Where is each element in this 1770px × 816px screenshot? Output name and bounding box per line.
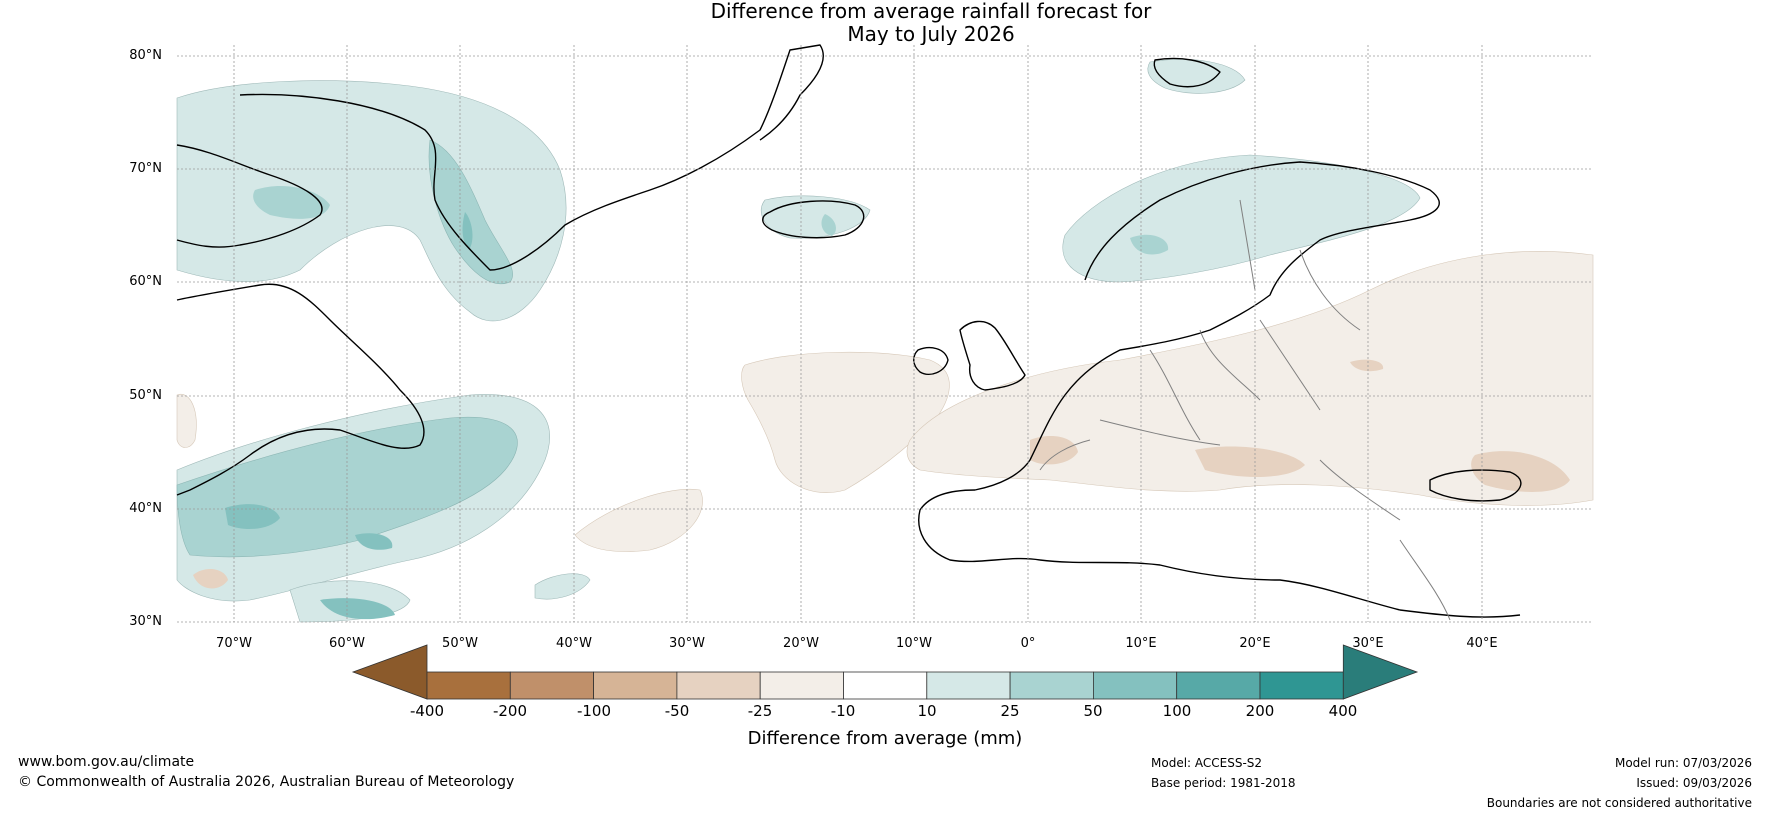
colorbar-tick: 400 [1328, 702, 1358, 720]
rainfall-anomaly-shading [176, 59, 1594, 623]
colorbar-label: Difference from average (mm) [747, 728, 1023, 749]
lon-label: 20°E [1239, 636, 1271, 651]
lon-label: 0° [1020, 636, 1036, 651]
lon-label: 50°W [442, 636, 478, 651]
colorbar-tick: 25 [1000, 702, 1020, 720]
dry-anomaly-small-west [193, 568, 228, 589]
wet-anomaly-greenland-peak [462, 212, 473, 248]
coastline-europe [918, 161, 1440, 563]
wet-anomaly-iceland [760, 195, 871, 239]
lon-label: 40°W [556, 636, 592, 651]
coastline-ireland [913, 347, 949, 376]
colorbar-tick: -200 [492, 702, 528, 720]
border-5 [1299, 249, 1361, 331]
border-3 [1259, 319, 1321, 411]
colorbar-tick: -100 [576, 702, 612, 720]
map-title: Difference from average rainfall forecas… [0, 0, 1770, 46]
coastlines [176, 44, 1522, 618]
colorbar-segment [593, 671, 678, 700]
colorbar-tick: 50 [1083, 702, 1103, 720]
base-period-text: Base period: 1981-2018 [1151, 776, 1296, 790]
wet-anomaly-norway-core [1130, 234, 1169, 255]
lat-label: 80°N [129, 48, 162, 63]
colorbar-extend-high [1342, 644, 1419, 700]
colorbar-segment [426, 671, 511, 700]
border-1 [1149, 349, 1201, 441]
colorbar [351, 644, 1419, 700]
colorbar-segment [1009, 671, 1094, 700]
coastline-black-sea [1429, 469, 1522, 502]
lon-label: 30°W [669, 636, 705, 651]
country-borders [1039, 199, 1451, 621]
dry-anomaly-central-atlantic [574, 488, 703, 552]
lat-label: 70°N [129, 161, 162, 176]
dry-anomaly-balkans [1195, 446, 1305, 477]
dry-anomaly-iberia [1030, 436, 1078, 465]
border-8 [1319, 459, 1401, 521]
dry-anomaly-caucasus [1471, 451, 1570, 492]
lon-label: 20°W [783, 636, 819, 651]
lon-label: 40°E [1466, 636, 1498, 651]
colorbar-tick: -25 [747, 702, 773, 720]
lat-label: 30°N [129, 614, 162, 629]
border-7 [1039, 439, 1091, 471]
model-text: Model: ACCESS-S2 [1151, 756, 1263, 770]
lon-label: 30°E [1352, 636, 1384, 651]
dry-anomaly-russia [1350, 359, 1384, 372]
title-line-2: May to July 2026 [847, 22, 1015, 46]
border-9 [1399, 539, 1451, 621]
colorbar-segment [843, 671, 928, 700]
colorbar-segment [676, 671, 761, 700]
lat-label: 50°N [129, 388, 162, 403]
colorbar-segment [1093, 671, 1178, 700]
title-line-1: Difference from average rainfall forecas… [710, 0, 1152, 23]
border-6 [1239, 199, 1256, 291]
coastline-greenland [239, 44, 824, 271]
border-4 [1099, 419, 1221, 446]
website-link[interactable]: www.bom.gov.au/climate [18, 754, 195, 770]
colorbar-tick: 200 [1245, 702, 1275, 720]
disclaimer-text: Boundaries are not considered authoritat… [1486, 796, 1752, 810]
graticule [177, 45, 1593, 623]
colorbar-segment [926, 671, 1011, 700]
colorbar-segment [509, 671, 594, 700]
wet-anomaly-iceland-core [821, 214, 836, 236]
colorbar-tick: -400 [409, 702, 445, 720]
model-run-text: Model run: 07/03/2026 [1614, 756, 1752, 770]
coastline-svalbard [1153, 57, 1221, 88]
coastline-labrador [176, 283, 425, 496]
colorbar-extend-low [351, 644, 428, 700]
dry-anomaly-west-edge [176, 393, 197, 448]
colorbar-tick: 10 [917, 702, 937, 720]
coastline-baffin [176, 144, 323, 248]
border-2 [1199, 329, 1261, 401]
wet-anomaly-small-1 [534, 573, 591, 600]
wet-anomaly-south-core [320, 598, 395, 620]
lat-label: 40°N [129, 501, 162, 516]
colorbar-tick: 100 [1162, 702, 1192, 720]
lon-label: 10°E [1125, 636, 1157, 651]
dry-anomaly-europe [906, 251, 1594, 506]
coastline-mediterranean [1039, 559, 1521, 618]
wet-anomaly-nw-atlantic-core-2 [355, 533, 393, 550]
lon-label: 70°W [216, 636, 252, 651]
lat-label: 60°N [129, 274, 162, 289]
dry-anomaly-east-atlantic [741, 351, 950, 493]
colorbar-segment [759, 671, 844, 700]
coastline-britain [959, 320, 1026, 391]
coastline-iceland [762, 200, 865, 239]
wet-anomaly-nw-atlantic-core [225, 504, 280, 530]
colorbar-tick: -50 [664, 702, 690, 720]
issued-text: Issued: 09/03/2026 [1636, 776, 1752, 790]
colorbar-segment [1176, 671, 1261, 700]
lon-label: 60°W [329, 636, 365, 651]
lon-label: 10°W [896, 636, 932, 651]
copyright-text: © Commonwealth of Australia 2026, Austra… [18, 774, 515, 790]
colorbar-tick: -10 [830, 702, 856, 720]
colorbar-segment [1259, 671, 1344, 700]
